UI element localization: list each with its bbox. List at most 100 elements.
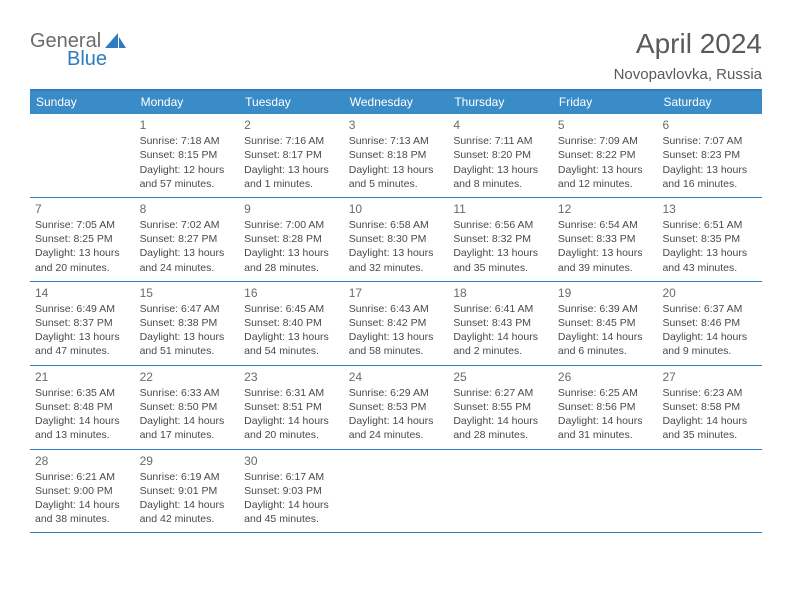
title-block: April 2024 Novopavlovka, Russia <box>614 28 762 83</box>
sunset-text: Sunset: 8:46 PM <box>662 316 757 330</box>
day-number: 23 <box>244 369 339 385</box>
sunrise-text: Sunrise: 6:43 AM <box>349 302 444 316</box>
sunrise-text: Sunrise: 7:13 AM <box>349 134 444 148</box>
day-number: 26 <box>558 369 653 385</box>
daylight-text: Daylight: 14 hours and 13 minutes. <box>35 414 130 442</box>
weekday-friday: Friday <box>553 91 658 114</box>
sunset-text: Sunset: 9:01 PM <box>140 484 235 498</box>
day-cell: 5Sunrise: 7:09 AMSunset: 8:22 PMDaylight… <box>553 114 658 197</box>
empty-cell <box>448 450 553 533</box>
sunset-text: Sunset: 8:15 PM <box>140 148 235 162</box>
daylight-text: Daylight: 13 hours and 8 minutes. <box>453 163 548 191</box>
week-row: 7Sunrise: 7:05 AMSunset: 8:25 PMDaylight… <box>30 198 762 282</box>
weekday-thursday: Thursday <box>448 91 553 114</box>
day-number: 19 <box>558 285 653 301</box>
day-cell: 22Sunrise: 6:33 AMSunset: 8:50 PMDayligh… <box>135 366 240 449</box>
weekday-header: Sunday Monday Tuesday Wednesday Thursday… <box>30 91 762 114</box>
day-number: 8 <box>140 201 235 217</box>
daylight-text: Daylight: 13 hours and 1 minutes. <box>244 163 339 191</box>
daylight-text: Daylight: 14 hours and 20 minutes. <box>244 414 339 442</box>
day-number: 12 <box>558 201 653 217</box>
daylight-text: Daylight: 12 hours and 57 minutes. <box>140 163 235 191</box>
sunrise-text: Sunrise: 6:51 AM <box>662 218 757 232</box>
day-number: 29 <box>140 453 235 469</box>
daylight-text: Daylight: 14 hours and 17 minutes. <box>140 414 235 442</box>
sunrise-text: Sunrise: 7:11 AM <box>453 134 548 148</box>
sunrise-text: Sunrise: 6:21 AM <box>35 470 130 484</box>
sunrise-text: Sunrise: 6:41 AM <box>453 302 548 316</box>
day-cell: 1Sunrise: 7:18 AMSunset: 8:15 PMDaylight… <box>135 114 240 197</box>
daylight-text: Daylight: 14 hours and 42 minutes. <box>140 498 235 526</box>
day-number: 16 <box>244 285 339 301</box>
weekday-saturday: Saturday <box>657 91 762 114</box>
sunrise-text: Sunrise: 7:09 AM <box>558 134 653 148</box>
day-cell: 9Sunrise: 7:00 AMSunset: 8:28 PMDaylight… <box>239 198 344 281</box>
sunset-text: Sunset: 9:03 PM <box>244 484 339 498</box>
day-number: 22 <box>140 369 235 385</box>
day-number: 30 <box>244 453 339 469</box>
sunrise-text: Sunrise: 6:47 AM <box>140 302 235 316</box>
header: General Blue April 2024 Novopavlovka, Ru… <box>30 28 762 83</box>
sunrise-text: Sunrise: 6:27 AM <box>453 386 548 400</box>
day-number: 3 <box>349 117 444 133</box>
day-number: 10 <box>349 201 444 217</box>
logo: General Blue <box>30 28 127 53</box>
weekday-sunday: Sunday <box>30 91 135 114</box>
empty-cell <box>344 450 449 533</box>
sunset-text: Sunset: 8:17 PM <box>244 148 339 162</box>
sunrise-text: Sunrise: 6:31 AM <box>244 386 339 400</box>
day-cell: 25Sunrise: 6:27 AMSunset: 8:55 PMDayligh… <box>448 366 553 449</box>
sunrise-text: Sunrise: 6:37 AM <box>662 302 757 316</box>
day-cell: 19Sunrise: 6:39 AMSunset: 8:45 PMDayligh… <box>553 282 658 365</box>
day-cell: 10Sunrise: 6:58 AMSunset: 8:30 PMDayligh… <box>344 198 449 281</box>
sunset-text: Sunset: 8:58 PM <box>662 400 757 414</box>
sunset-text: Sunset: 8:42 PM <box>349 316 444 330</box>
sunset-text: Sunset: 8:53 PM <box>349 400 444 414</box>
day-number: 5 <box>558 117 653 133</box>
calendar-page: General Blue April 2024 Novopavlovka, Ru… <box>0 0 792 553</box>
sunset-text: Sunset: 8:56 PM <box>558 400 653 414</box>
daylight-text: Daylight: 14 hours and 31 minutes. <box>558 414 653 442</box>
sunrise-text: Sunrise: 6:35 AM <box>35 386 130 400</box>
sunrise-text: Sunrise: 6:25 AM <box>558 386 653 400</box>
daylight-text: Daylight: 14 hours and 35 minutes. <box>662 414 757 442</box>
day-number: 15 <box>140 285 235 301</box>
day-number: 9 <box>244 201 339 217</box>
sunrise-text: Sunrise: 6:19 AM <box>140 470 235 484</box>
sunset-text: Sunset: 9:00 PM <box>35 484 130 498</box>
day-number: 4 <box>453 117 548 133</box>
day-cell: 3Sunrise: 7:13 AMSunset: 8:18 PMDaylight… <box>344 114 449 197</box>
day-number: 6 <box>662 117 757 133</box>
sunrise-text: Sunrise: 6:39 AM <box>558 302 653 316</box>
sunrise-text: Sunrise: 6:33 AM <box>140 386 235 400</box>
day-cell: 28Sunrise: 6:21 AMSunset: 9:00 PMDayligh… <box>30 450 135 533</box>
daylight-text: Daylight: 14 hours and 45 minutes. <box>244 498 339 526</box>
weekday-tuesday: Tuesday <box>239 91 344 114</box>
day-number: 1 <box>140 117 235 133</box>
day-number: 27 <box>662 369 757 385</box>
day-number: 20 <box>662 285 757 301</box>
weekday-monday: Monday <box>135 91 240 114</box>
sunset-text: Sunset: 8:51 PM <box>244 400 339 414</box>
sunrise-text: Sunrise: 6:54 AM <box>558 218 653 232</box>
day-number: 17 <box>349 285 444 301</box>
sunset-text: Sunset: 8:30 PM <box>349 232 444 246</box>
logo-text-blue: Blue <box>67 48 107 71</box>
week-row: 1Sunrise: 7:18 AMSunset: 8:15 PMDaylight… <box>30 114 762 198</box>
daylight-text: Daylight: 13 hours and 51 minutes. <box>140 330 235 358</box>
day-cell: 6Sunrise: 7:07 AMSunset: 8:23 PMDaylight… <box>657 114 762 197</box>
sunset-text: Sunset: 8:20 PM <box>453 148 548 162</box>
empty-cell <box>553 450 658 533</box>
daylight-text: Daylight: 13 hours and 39 minutes. <box>558 246 653 274</box>
sunset-text: Sunset: 8:25 PM <box>35 232 130 246</box>
day-number: 14 <box>35 285 130 301</box>
day-cell: 13Sunrise: 6:51 AMSunset: 8:35 PMDayligh… <box>657 198 762 281</box>
week-row: 21Sunrise: 6:35 AMSunset: 8:48 PMDayligh… <box>30 366 762 450</box>
sunrise-text: Sunrise: 6:23 AM <box>662 386 757 400</box>
daylight-text: Daylight: 13 hours and 58 minutes. <box>349 330 444 358</box>
week-row: 14Sunrise: 6:49 AMSunset: 8:37 PMDayligh… <box>30 282 762 366</box>
sunrise-text: Sunrise: 6:45 AM <box>244 302 339 316</box>
day-cell: 20Sunrise: 6:37 AMSunset: 8:46 PMDayligh… <box>657 282 762 365</box>
day-number: 25 <box>453 369 548 385</box>
month-title: April 2024 <box>614 28 762 60</box>
